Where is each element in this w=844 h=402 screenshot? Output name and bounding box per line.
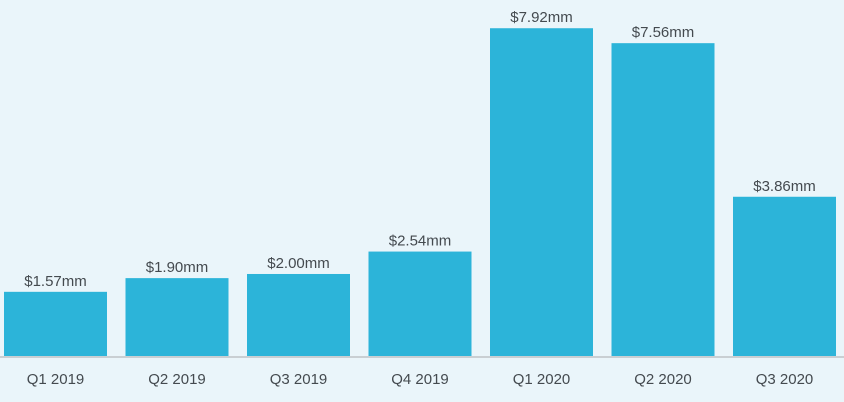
bars-group [4,28,836,358]
bar-q4-2019 [368,251,472,357]
x-tick-label-q3-2019: Q3 2019 [270,371,328,388]
data-label-q1-2020: $7.92mm [510,9,573,26]
data-label-q3-2019: $2.00mm [267,255,330,272]
x-tick-label-q4-2019: Q4 2019 [391,371,449,388]
data-label-q2-2019: $1.90mm [146,259,209,276]
bar-q3-2020 [733,196,836,357]
x-tick-labels-group: Q1 2019 Q2 2019 Q3 2019 Q4 2019 Q1 2020 Q2 20… [27,371,814,388]
x-tick-label-q1-2019: Q1 2019 [27,371,85,388]
bar-q3-2019 [247,273,350,357]
data-label-q4-2019: $2.54mm [389,233,452,250]
data-label-q1-2019: $1.57mm [24,273,87,290]
x-tick-label-q3-2020: Q3 2020 [756,371,814,388]
data-label-q3-2020: $3.86mm [753,178,816,195]
data-label-q2-2020: $7.56mm [632,24,695,41]
x-tick-label-q1-2020: Q1 2020 [513,371,571,388]
data-labels-group: $1.57mm $1.90mm $2.00mm $2.54mm $7.92mm $7.56… [24,9,816,290]
bar-q1-2019 [4,291,107,357]
bar-q2-2020 [611,43,715,358]
x-tick-label-q2-2019: Q2 2019 [148,371,206,388]
bar-q1-2020 [490,28,593,358]
bar-q2-2019 [125,278,229,357]
x-tick-label-q2-2020: Q2 2020 [634,371,692,388]
